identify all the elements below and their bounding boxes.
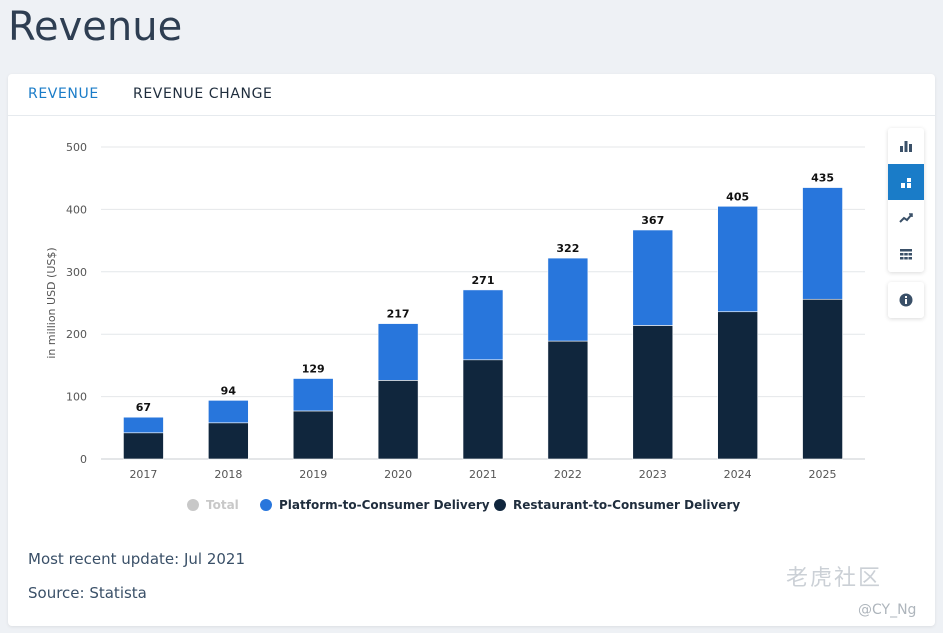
legend-item-total[interactable]: Total <box>187 498 239 512</box>
bar-chart-icon <box>900 141 912 152</box>
legend-dot <box>260 499 272 511</box>
y-tick-label: 500 <box>66 141 87 154</box>
x-tick-label: 2022 <box>554 468 582 481</box>
bar-restaurant <box>208 422 249 460</box>
data-label-total: 217 <box>387 308 410 321</box>
data-label-total: 405 <box>726 190 749 203</box>
bar-restaurant <box>377 380 419 460</box>
legend-dot <box>187 499 199 511</box>
page-title: Revenue <box>8 4 183 50</box>
bar-chart-button[interactable] <box>888 128 924 164</box>
bar-platform <box>377 323 419 381</box>
bar-restaurant <box>717 311 758 460</box>
data-label-total: 67 <box>136 401 151 414</box>
stacked-bar-chart: 0 100 200 300 400 500 in million USD (US$) 67 20… <box>45 141 865 481</box>
watermark-handle: @CY_Ng <box>858 602 917 618</box>
chart-type-toolbar <box>888 128 924 272</box>
tab-bar: REVENUE REVENUE CHANGE <box>8 74 935 116</box>
y-tick-label: 100 <box>66 391 87 404</box>
legend-label: Platform-to-Consumer Delivery <box>279 498 490 512</box>
x-tick-label: 2023 <box>639 468 667 481</box>
bar-platform <box>462 289 504 361</box>
info-icon <box>899 293 913 307</box>
trend-line-icon <box>899 213 913 223</box>
update-note: Most recent update: Jul 2021 <box>28 550 245 568</box>
x-tick-label: 2024 <box>724 468 752 481</box>
bar-restaurant <box>802 298 843 460</box>
y-tick-label: 0 <box>80 453 87 466</box>
bar-platform <box>292 378 334 412</box>
data-label-total: 322 <box>556 242 579 255</box>
x-tick-label: 2019 <box>299 468 327 481</box>
bar-restaurant <box>462 359 504 460</box>
bar-platform <box>802 187 843 300</box>
data-label-total: 129 <box>302 363 325 376</box>
legend-label: Restaurant-to-Consumer Delivery <box>513 498 741 512</box>
bar-platform <box>547 257 589 342</box>
data-label-total: 435 <box>811 172 834 185</box>
stacked-bar-icon <box>901 178 911 188</box>
data-label-total: 367 <box>641 214 664 227</box>
legend-label: Total <box>206 498 239 512</box>
x-tick-label: 2021 <box>469 468 497 481</box>
y-tick-label: 400 <box>66 203 87 216</box>
y-tick-label: 300 <box>66 266 87 279</box>
bar-restaurant <box>123 432 164 460</box>
table-icon <box>900 249 912 260</box>
y-axis-label: in million USD (US$) <box>45 247 58 358</box>
bar-platform <box>632 229 674 326</box>
bar-restaurant <box>292 410 334 460</box>
legend-dot <box>494 499 506 511</box>
x-tick-label: 2018 <box>214 468 242 481</box>
bar-platform <box>123 416 164 434</box>
y-tick-label: 200 <box>66 328 87 341</box>
tab-revenue[interactable]: REVENUE <box>28 86 99 102</box>
legend-item-restaurant[interactable]: Restaurant-to-Consumer Delivery <box>494 498 740 512</box>
source-note[interactable]: Source: Statista <box>28 584 147 602</box>
legend-item-platform[interactable]: Platform-to-Consumer Delivery <box>260 498 490 512</box>
bar-platform <box>208 400 249 424</box>
tab-revenue-change[interactable]: REVENUE CHANGE <box>133 86 273 102</box>
bar-restaurant <box>632 325 674 460</box>
x-tick-label: 2017 <box>129 468 157 481</box>
info-button[interactable] <box>888 282 924 318</box>
trend-line-button[interactable] <box>888 200 924 236</box>
chart-card: REVENUE REVENUE CHANGE 0 100 200 300 400 500 i… <box>8 74 935 626</box>
data-label-total: 94 <box>221 384 237 397</box>
x-tick-label: 2020 <box>384 468 412 481</box>
data-label-total: 271 <box>472 274 495 287</box>
table-button[interactable] <box>888 236 924 272</box>
watermark-brand: 老虎社区 <box>786 566 883 591</box>
x-tick-label: 2025 <box>809 468 837 481</box>
chart-legend: Total Platform-to-Consumer Delivery Rest… <box>8 498 935 518</box>
bar-platform <box>717 205 758 313</box>
bar-restaurant <box>547 340 589 460</box>
stacked-bar-button[interactable] <box>888 164 924 200</box>
